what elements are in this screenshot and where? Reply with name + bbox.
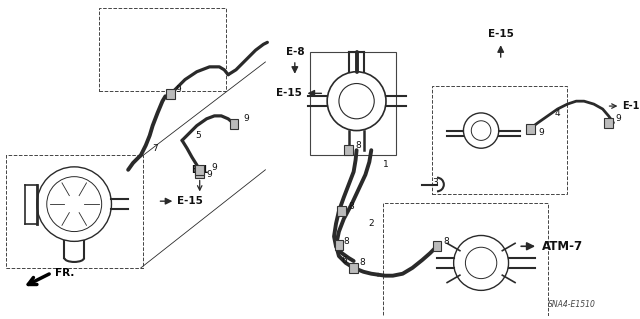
Text: 7: 7	[153, 144, 159, 153]
Bar	[335, 241, 343, 250]
Bar	[383, 203, 548, 316]
Text: ATM-7: ATM-7	[542, 240, 583, 253]
Text: 9: 9	[538, 128, 544, 137]
Bar	[433, 241, 442, 251]
Bar	[349, 263, 358, 273]
Text: E-1: E-1	[622, 101, 639, 111]
Text: 9: 9	[175, 85, 181, 94]
Bar	[432, 86, 568, 194]
Text: SNA4-E1510: SNA4-E1510	[548, 300, 596, 309]
Bar	[337, 206, 346, 216]
Text: 9: 9	[616, 114, 621, 123]
Text: 8: 8	[360, 258, 365, 267]
Text: E-15: E-15	[276, 88, 301, 98]
Bar	[195, 165, 204, 175]
Text: FR.: FR.	[54, 268, 74, 278]
Text: 8: 8	[356, 141, 362, 150]
Text: 1: 1	[383, 160, 389, 169]
Bar	[99, 8, 226, 91]
Bar	[230, 119, 239, 129]
Text: 3: 3	[432, 178, 438, 187]
Bar	[6, 155, 143, 268]
Text: E-8: E-8	[285, 47, 304, 57]
Text: 9: 9	[244, 114, 250, 123]
Text: E-15: E-15	[177, 196, 203, 206]
Text: 8: 8	[349, 202, 355, 211]
Text: 6: 6	[342, 256, 348, 265]
Text: 8: 8	[344, 237, 349, 246]
Text: E-1: E-1	[191, 165, 209, 175]
Text: 9: 9	[207, 170, 212, 179]
Text: 5: 5	[195, 131, 200, 140]
Bar	[525, 124, 534, 134]
Bar	[310, 52, 396, 155]
Text: 8: 8	[444, 237, 449, 246]
Bar	[604, 118, 613, 128]
Text: 2: 2	[369, 219, 374, 228]
Text: 4: 4	[555, 109, 560, 118]
Bar	[166, 89, 175, 99]
Text: E-15: E-15	[488, 29, 514, 40]
Text: 9: 9	[211, 163, 217, 172]
Bar	[344, 145, 353, 155]
Bar	[195, 168, 204, 178]
